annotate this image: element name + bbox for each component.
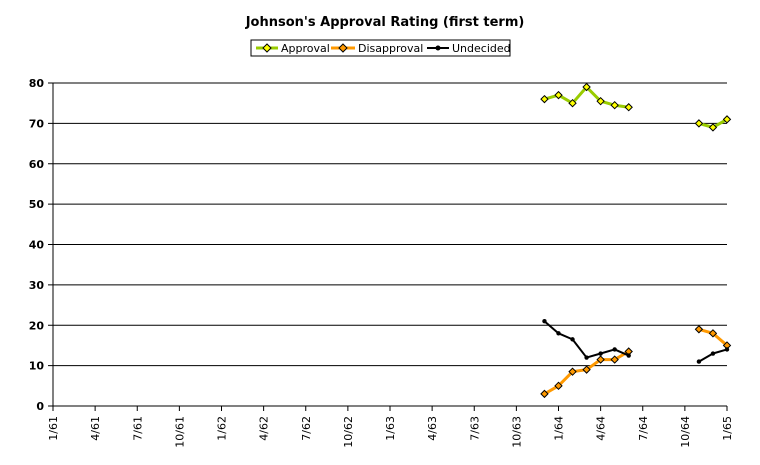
ticks: 0 10 20 30 40 50 60 70 80 1/61 4/61 7/61 10/61 1/62 4/… [29,77,734,448]
grid [53,82,727,407]
y-tick-label: 70 [29,117,45,130]
x-tick-label: 1/65 [721,416,734,441]
legend-disapproval-label: Disapproval [358,42,423,55]
chart-title: Johnson's Approval Rating (first term) [245,15,525,30]
approval-point [624,103,633,112]
undecided-line-segment-1 [543,320,630,359]
x-tick-label: 1/64 [553,416,566,441]
undecided-point [542,319,547,324]
legend-item-approval: Approval [256,42,330,55]
series-undecided [542,319,730,364]
approval-point [540,94,549,104]
undecided-point [570,337,575,342]
series [540,82,732,399]
legend-item-undecided: Undecided [427,42,511,55]
undecided-point [696,359,702,364]
x-tick-label: 1/62 [216,416,229,441]
series-disapproval [540,325,732,399]
legend-undecided-label: Undecided [452,42,511,55]
x-tick-label: 7/63 [468,416,481,441]
x-tick-label: 7/64 [637,416,650,441]
approval-point [708,123,718,132]
legend-approval-marker [262,43,272,53]
x-tick-label: 4/64 [595,416,608,441]
undecided-point [584,355,589,360]
y-tick-label: 40 [29,239,45,252]
undecided-point [612,347,617,352]
legend: Approval Disapproval Undecided [250,39,511,57]
undecided-point [598,351,603,356]
undecided-point [710,351,716,356]
x-tick-label: 1/63 [384,416,397,441]
x-tick-label: 7/61 [131,416,144,441]
legend-disapproval-marker [338,43,348,53]
legend-undecided-marker [435,45,441,51]
x-tick-label: 4/62 [258,416,271,441]
approval-point [694,119,704,128]
legend-box [250,39,511,57]
disapproval-point [554,381,563,391]
legend-item-disapproval: Disapproval [331,42,423,55]
x-tick-label: 7/62 [300,416,313,441]
x-tick-label: 10/63 [510,416,523,448]
y-tick-label: 10 [29,360,45,373]
undecided-point [626,353,631,358]
disapproval-point [582,365,591,374]
approval-point [554,90,563,100]
x-tick-label: 4/61 [89,416,102,441]
disapproval-point [694,325,704,334]
approval-point [568,98,577,108]
x-tick-label: 4/63 [426,416,439,441]
disapproval-point [596,355,605,364]
undecided-point [556,331,561,336]
x-tick-label: 1/61 [47,416,60,441]
y-tick-label: 60 [29,158,45,171]
x-tick-label: 10/64 [679,416,692,448]
approval-point [722,115,732,124]
y-tick-label: 20 [29,319,45,332]
disapproval-point [708,329,718,338]
series-approval [540,82,732,132]
approval-point [582,82,591,92]
y-tick-label: 80 [29,77,45,90]
y-tick-label: 0 [36,400,44,413]
x-tick-label: 10/61 [173,416,186,448]
undecided-point [724,347,730,352]
disapproval-point [540,389,549,399]
legend-approval-label: Approval [281,42,330,55]
disapproval-point [610,355,619,364]
x-tick-label: 10/62 [342,416,355,448]
y-tick-label: 50 [29,198,45,211]
approval-point [596,96,605,106]
y-tick-label: 30 [29,279,45,292]
approval-point [610,100,619,110]
disapproval-point [568,367,577,376]
